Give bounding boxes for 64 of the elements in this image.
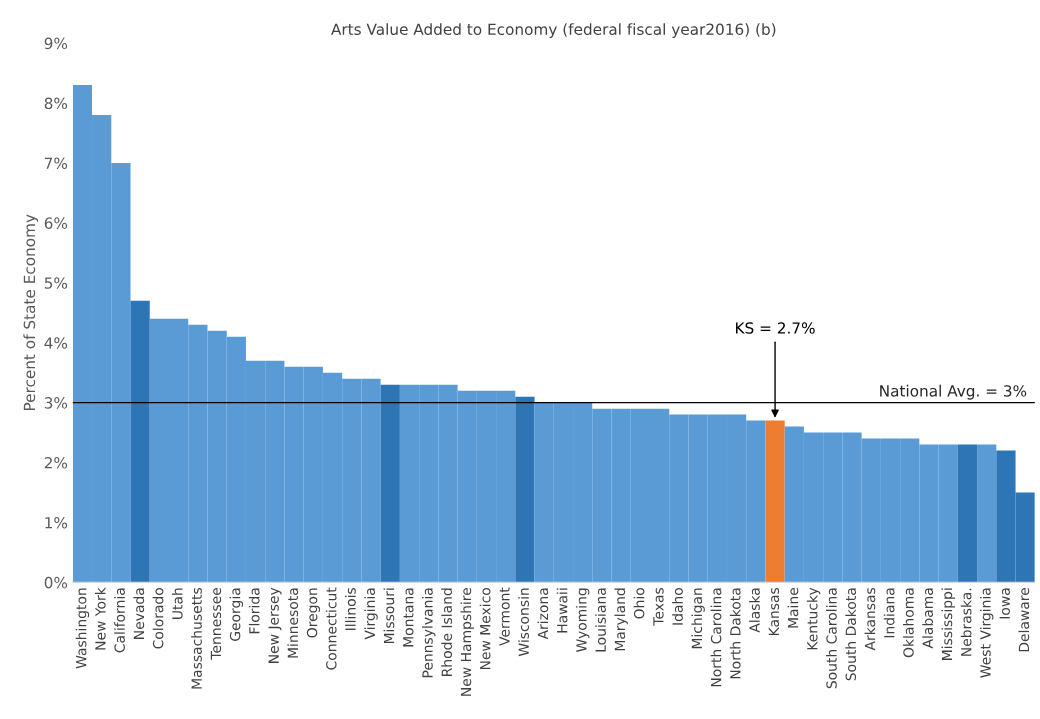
x-tick-label: Washington (75, 588, 90, 669)
x-tick-label: Oregon (306, 588, 321, 638)
x-tick-label: Alabama (922, 588, 934, 649)
x-tick-label: Rhode Island (441, 588, 453, 676)
y-tick-label: 1% (45, 516, 68, 529)
x-tick-label: Pennsylvania (422, 588, 436, 678)
x-tick-label: Minnesota (287, 588, 299, 658)
x-tick-label: Alaska (749, 588, 760, 633)
x-tick-label: Arizona (537, 588, 549, 640)
x-tick-label: New Mexico (479, 588, 491, 670)
x-tick-label: Nebraska. (960, 588, 972, 656)
x-tick-label: Tennessee (210, 587, 222, 660)
y-tick-label: 6% (44, 217, 68, 229)
x-tick-label: Delaware (1018, 587, 1030, 652)
x-tick-label: Hawaii (556, 588, 568, 633)
x-tick-label: New Hampshire (460, 587, 474, 696)
y-axis-title: Percent of State Economy (23, 214, 39, 411)
y-tick-label: 4% (44, 337, 68, 349)
x-tick-label: Utah (171, 588, 183, 619)
annotation: KS = 2.7% (736, 322, 815, 334)
x-tick-label: California (114, 588, 125, 653)
x-tick-label: Wisconsin (518, 588, 529, 657)
x-tick-label: New Jersey (268, 587, 282, 663)
x-tick-label: Connecticut (325, 587, 337, 670)
x-tick-label: Colorado (152, 588, 164, 649)
x-tick-label: New York (94, 587, 106, 650)
x-tick-label: Maryland (614, 588, 628, 651)
x-tick-label: Georgia (229, 588, 244, 641)
x-tick-label: Indiana (883, 588, 895, 638)
x-tick-label: Florida (248, 588, 260, 634)
x-tick-label: Maine (787, 587, 799, 628)
x-tick-label: Massachusetts (191, 587, 202, 689)
x-tick-label: Texas (653, 587, 664, 626)
y-tick-label: 0% (44, 576, 68, 589)
x-tick-label: Louisiana (595, 588, 606, 652)
x-tick-label: Idaho (672, 588, 683, 625)
x-tick-label: Iowa (999, 588, 1010, 619)
x-tick-label: Kansas (768, 587, 780, 636)
x-tick-label: Virginia (364, 588, 378, 640)
x-tick-label: North Dakota (729, 588, 741, 679)
x-tick-label: North Carolina (710, 588, 722, 687)
x-tick-label: West Virginia (979, 588, 994, 678)
x-tick-label: Vermont (499, 587, 510, 646)
x-tick-label: Wyoming (575, 588, 590, 652)
y-tick-label: 9% (44, 37, 68, 50)
x-tick-label: Nevada (133, 588, 145, 639)
chart-title: Arts Value Added to Economy (federal fiscal year2016) (b) (331, 23, 776, 38)
y-tick-label: 7% (44, 157, 68, 169)
x-tick-label: Oklahoma (903, 588, 914, 658)
x-tick-label: Illinois (345, 587, 356, 630)
y-tick-label: 2% (44, 457, 68, 469)
y-tick-label: 5% (44, 277, 68, 289)
y-tick-label: 3% (44, 397, 68, 409)
x-tick-label: Kentucky (806, 587, 821, 650)
x-tick-label: Michigan (691, 588, 705, 649)
x-tick-label: Mississippi (941, 588, 955, 660)
x-tick-label: Arkansas (864, 587, 876, 651)
x-tick-label: Missouri (383, 588, 395, 644)
y-tick-label: 8% (44, 97, 68, 110)
x-tick-label: Montana (403, 588, 414, 647)
x-tick-label: South Dakota (845, 588, 857, 681)
x-tick-label: Ohio (633, 588, 645, 619)
x-tick-label: South Carolina (826, 588, 837, 689)
ref-line-label: National Avg. = 3% (880, 384, 1027, 400)
